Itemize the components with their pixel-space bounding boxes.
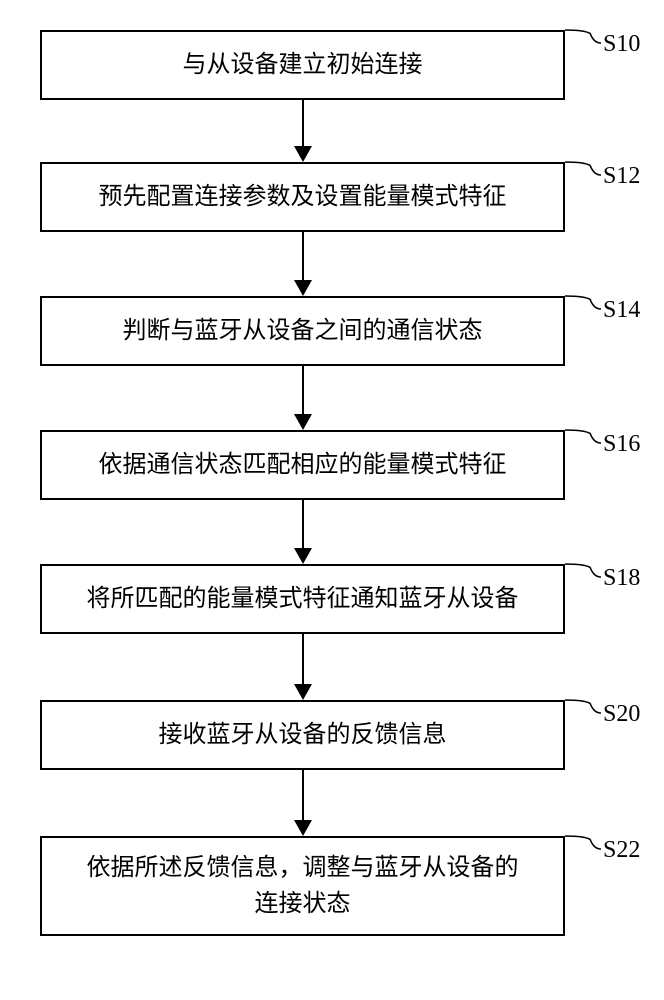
step-box-s16: 依据通信状态匹配相应的能量模式特征 <box>40 430 565 500</box>
step-box-s14: 判断与蓝牙从设备之间的通信状态 <box>40 296 565 366</box>
step-box-s18: 将所匹配的能量模式特征通知蓝牙从设备 <box>40 564 565 634</box>
label-connector <box>565 422 601 464</box>
label-connector <box>565 154 601 196</box>
arrow-line <box>302 366 304 416</box>
arrow-line <box>302 500 304 550</box>
step-label-s14: S14 <box>603 297 640 324</box>
arrow-head-icon <box>294 548 312 564</box>
step-box-s20: 接收蓝牙从设备的反馈信息 <box>40 700 565 770</box>
step-label-s16: S16 <box>603 431 640 458</box>
label-connector <box>565 692 601 734</box>
step-label-s22: S22 <box>603 837 640 864</box>
step-text: 与从设备建立初始连接 <box>183 47 423 83</box>
step-label-s20: S20 <box>603 701 640 728</box>
arrow-head-icon <box>294 146 312 162</box>
step-text: 判断与蓝牙从设备之间的通信状态 <box>123 313 483 349</box>
step-box-s10: 与从设备建立初始连接 <box>40 30 565 100</box>
arrow-head-icon <box>294 414 312 430</box>
step-label-s18: S18 <box>603 565 640 592</box>
arrow-line <box>302 770 304 822</box>
step-text: 预先配置连接参数及设置能量模式特征 <box>99 179 507 215</box>
step-box-s22: 依据所述反馈信息，调整与蓝牙从设备的 连接状态 <box>40 836 565 936</box>
label-connector <box>565 556 601 598</box>
step-label-s12: S12 <box>603 163 640 190</box>
label-connector <box>565 828 601 870</box>
step-text: 依据通信状态匹配相应的能量模式特征 <box>99 447 507 483</box>
step-text: 将所匹配的能量模式特征通知蓝牙从设备 <box>87 581 519 617</box>
arrow-line <box>302 100 304 148</box>
arrow-head-icon <box>294 820 312 836</box>
arrow-head-icon <box>294 684 312 700</box>
arrow-head-icon <box>294 280 312 296</box>
step-label-s10: S10 <box>603 31 640 58</box>
step-text: 依据所述反馈信息，调整与蓝牙从设备的 连接状态 <box>87 850 519 922</box>
step-text: 接收蓝牙从设备的反馈信息 <box>159 717 447 753</box>
label-connector <box>565 22 601 64</box>
arrow-line <box>302 634 304 686</box>
step-box-s12: 预先配置连接参数及设置能量模式特征 <box>40 162 565 232</box>
arrow-line <box>302 232 304 282</box>
label-connector <box>565 288 601 330</box>
flowchart-canvas: 与从设备建立初始连接 S10 预先配置连接参数及设置能量模式特征 S12 判断与蓝牙从设… <box>0 0 664 1000</box>
